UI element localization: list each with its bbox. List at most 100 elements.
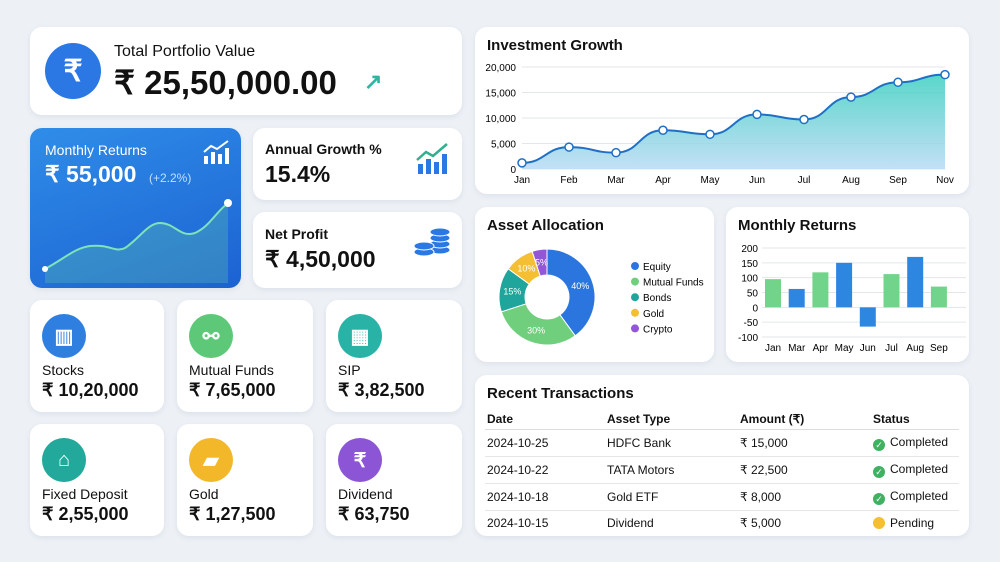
bar-jul xyxy=(883,274,900,308)
y-tick-label: 15,000 xyxy=(485,89,516,100)
bar-chart-up-icon xyxy=(203,140,229,164)
asset-card-dividend[interactable]: ₹ Dividend ₹ 63,750 xyxy=(326,424,462,536)
legend-label: Crypto xyxy=(643,324,673,335)
slice-equity xyxy=(546,248,596,337)
check-circle-icon: ✓ xyxy=(873,466,885,478)
data-point xyxy=(893,77,903,88)
x-tick-label: May xyxy=(835,343,854,354)
portfolio-title: Total Portfolio Value xyxy=(114,43,256,60)
legend-label: Mutual Funds xyxy=(643,278,704,289)
header-amount: Amount (₹) xyxy=(738,409,871,430)
slice-label: 30% xyxy=(527,325,545,335)
x-tick-label: Feb xyxy=(560,175,578,186)
asset-value: ₹ 10,20,000 xyxy=(42,380,139,400)
asset-value: ₹ 2,55,000 xyxy=(42,504,129,524)
y-tick-label: -50 xyxy=(744,318,759,329)
tx-status: ✓ Completed xyxy=(871,456,959,484)
slice-crypto xyxy=(531,248,548,277)
tx-asset: Dividend xyxy=(607,516,654,531)
x-tick-label: Nov xyxy=(936,175,954,186)
x-tick-label: Jul xyxy=(798,175,811,186)
legend-label: Gold xyxy=(643,309,664,320)
tx-asset: TATA Motors xyxy=(605,456,738,484)
monthly-returns-title: Monthly Returns xyxy=(45,142,147,158)
calendar-icon: ▦ xyxy=(338,314,382,358)
investment-growth-chart: 0 5,000 10,000 15,000 20,000 Jan Feb Mar Apr May J… xyxy=(485,63,954,186)
tx-status-label: Completed xyxy=(890,435,949,449)
monthly-returns-value: ₹ 55,000 xyxy=(45,161,137,187)
x-tick-label: Sep xyxy=(930,343,948,354)
x-tick-label: Mar xyxy=(788,343,806,354)
arrow-up-right-icon: ↗ xyxy=(364,69,383,94)
asset-card-gold[interactable]: ▰ Gold ₹ 1,27,500 xyxy=(177,424,313,536)
monthly-sparkline xyxy=(42,199,232,283)
y-tick-label: 150 xyxy=(741,259,758,270)
legend-label: Equity xyxy=(643,262,671,273)
tx-date: 2024-10-22 xyxy=(485,456,605,484)
tx-amount: ₹ 8,000 xyxy=(738,483,871,511)
tx-amount: ₹ 15,000 xyxy=(738,429,871,457)
monthly-returns-card[interactable]: Monthly Returns ₹ 55,000 (+2.2%) xyxy=(30,128,241,288)
monthly-returns-change: (+2.2%) xyxy=(149,171,192,185)
table-row[interactable]: 2024-10-15 Dividend ₹ 5,000 Pending xyxy=(485,511,959,536)
asset-label: SIP xyxy=(338,362,361,378)
tx-date: 2024-10-25 xyxy=(485,429,605,457)
data-point xyxy=(564,142,574,152)
header-asset-type: Asset Type xyxy=(605,409,738,430)
tx-status: Pending xyxy=(871,511,959,536)
coins-icon xyxy=(413,227,451,257)
legend-swatch xyxy=(631,293,639,302)
data-point xyxy=(705,129,715,140)
y-tick-label: 50 xyxy=(747,289,759,300)
x-tick-label: Mar xyxy=(607,175,625,186)
tx-status-label: Completed xyxy=(890,489,949,503)
bar-mar xyxy=(788,288,805,308)
data-point xyxy=(611,147,621,158)
y-tick-label: -100 xyxy=(738,333,758,344)
tx-status: ✓ Completed xyxy=(871,429,959,457)
y-tick-label: 20,000 xyxy=(485,63,516,74)
tx-amount: ₹ 5,000 xyxy=(740,516,781,531)
x-tick-label: Jan xyxy=(514,175,530,186)
header-status: Status xyxy=(871,409,959,430)
table-row[interactable]: 2024-10-25 HDFC Bank ₹ 15,000 ✓ Completed xyxy=(485,429,959,457)
annual-growth-title: Annual Growth % xyxy=(265,141,382,157)
x-tick-label: Aug xyxy=(906,343,924,354)
table-row[interactable]: 2024-10-22 TATA Motors ₹ 22,500 ✓ Completed xyxy=(485,456,959,484)
asset-label: Dividend xyxy=(338,486,393,502)
bank-icon: ⌂ xyxy=(42,438,86,482)
asset-label: Mutual Funds xyxy=(189,362,274,378)
x-tick-label: Jun xyxy=(749,175,765,186)
bar-jun xyxy=(859,307,876,327)
asset-card-mutual-funds[interactable]: ⚯ Mutual Funds ₹ 7,65,000 xyxy=(177,300,313,412)
legend-label: Bonds xyxy=(643,293,671,304)
table-row[interactable]: 2024-10-18 Gold ETF ₹ 8,000 ✓ Completed xyxy=(485,483,959,511)
tx-status-label: Pending xyxy=(890,516,935,531)
asset-card-stocks[interactable]: ▥ Stocks ₹ 10,20,000 xyxy=(30,300,164,412)
data-point xyxy=(846,92,856,102)
data-point xyxy=(517,158,527,168)
data-point xyxy=(799,114,809,125)
x-tick-label: Jan xyxy=(765,343,781,354)
legend-swatch xyxy=(631,262,639,270)
legend-swatch xyxy=(631,277,639,286)
x-tick-label: Apr xyxy=(655,175,671,186)
monthly-returns-chart-title: Monthly Returns xyxy=(738,217,857,234)
asset-label: Stocks xyxy=(42,362,85,378)
bar-jan xyxy=(765,279,781,308)
portfolio-card: ₹ Total Portfolio Value ₹ 25,50,000.00 ↗ xyxy=(30,27,462,115)
share-icon: ⚯ xyxy=(189,314,233,358)
header-date: Date xyxy=(485,409,605,430)
tx-asset: Gold ETF xyxy=(605,483,738,511)
slice-label: 15% xyxy=(503,287,521,297)
asset-card-sip[interactable]: ▦ SIP ₹ 3,82,500 xyxy=(326,300,462,412)
check-circle-icon: ✓ xyxy=(873,493,885,505)
y-tick-label: 0 xyxy=(510,165,516,176)
x-tick-label: May xyxy=(701,175,720,186)
net-profit-title: Net Profit xyxy=(265,226,328,242)
asset-card-fixed-deposit[interactable]: ⌂ Fixed Deposit ₹ 2,55,000 xyxy=(30,424,164,536)
x-tick-label: Jun xyxy=(860,343,876,354)
tx-status: ✓ Completed xyxy=(871,483,959,511)
tx-date: 2024-10-15 xyxy=(487,516,549,531)
bar-apr xyxy=(812,272,829,308)
